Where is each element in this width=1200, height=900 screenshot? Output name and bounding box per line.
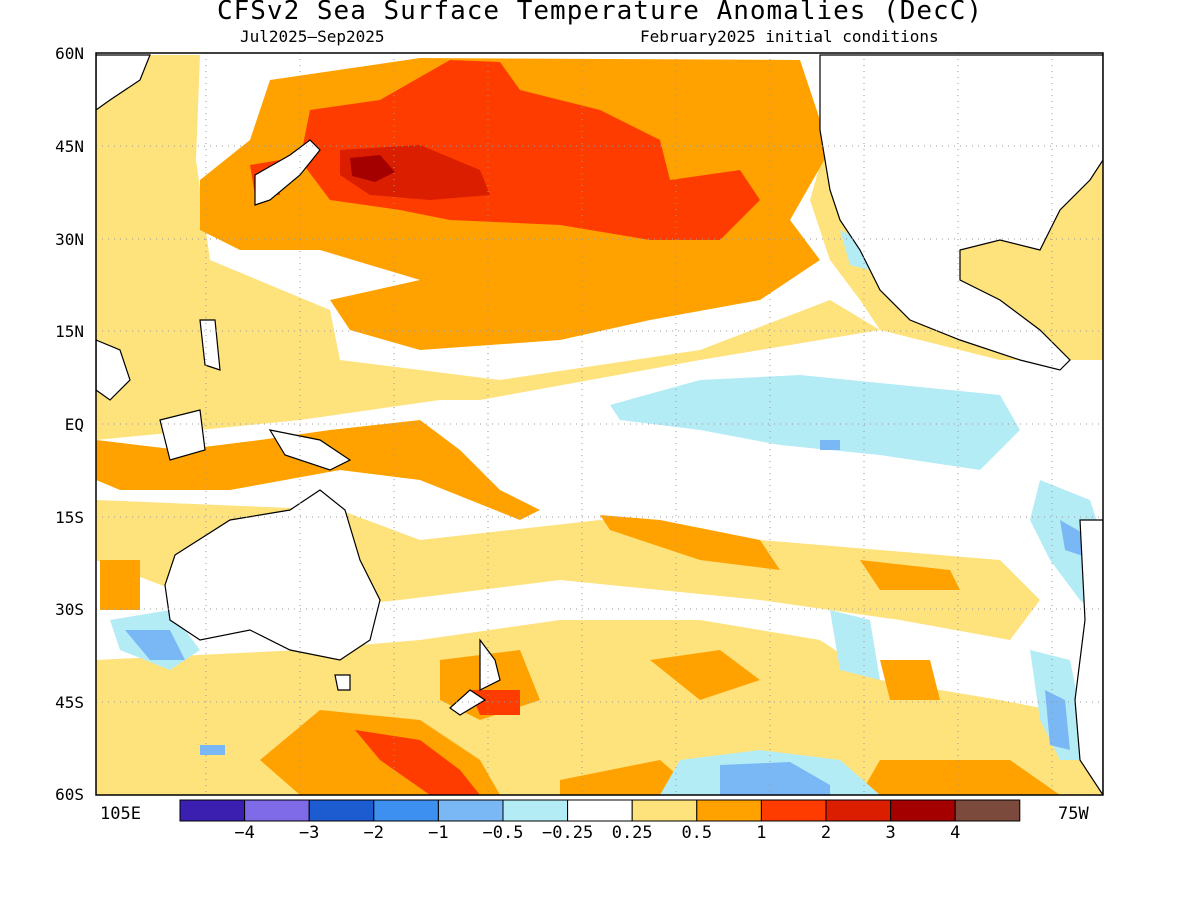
philippines-outline <box>199 319 221 371</box>
colorbar-tick-label: −0.5 <box>482 823 524 843</box>
lat-label-60s: 60S <box>55 785 84 804</box>
colorbar-swatch <box>954 799 1021 822</box>
colorbar-swatch <box>567 799 633 822</box>
lat-label-15s: 15S <box>55 508 84 527</box>
colorbar-tick-label: −2 <box>363 823 385 843</box>
colorbar-tick-label: 1 <box>756 823 767 843</box>
colorbar-tick-label: −1 <box>428 823 449 843</box>
colorbar-tick-label: 0.25 <box>611 823 653 843</box>
anomaly-region-3 <box>350 155 395 182</box>
lat-label-60n: 60N <box>55 44 84 63</box>
colorbar-swatch <box>696 799 762 822</box>
colorbar-swatch <box>373 799 439 822</box>
asia-outline <box>96 54 151 401</box>
japan-outline <box>254 139 321 206</box>
colorbar-tick-label: 0.5 <box>681 823 713 843</box>
tasmania-outline <box>334 674 351 691</box>
anomaly-region-0.5 <box>260 650 1060 795</box>
colorbar-tick-label: −0.25 <box>542 823 594 843</box>
colorbar-swatch <box>502 799 569 822</box>
lat-label-45n: 45N <box>55 137 84 156</box>
colorbar-tick-label: 3 <box>885 823 896 843</box>
new-guinea-outline <box>268 429 352 471</box>
colorbar-tick-label: −3 <box>298 823 320 843</box>
colorbar-swatch <box>890 799 956 822</box>
borneo-outline <box>159 409 206 461</box>
colorbar-swatch <box>244 799 310 822</box>
colorbar-tick-label: −4 <box>234 823 255 843</box>
colorbar-swatch <box>631 799 698 822</box>
colorbar-swatch <box>437 799 504 822</box>
lat-label-30n: 30N <box>55 230 84 249</box>
anomaly-region-0.5 <box>100 515 960 610</box>
graticule <box>96 53 1103 795</box>
north-america-outline <box>819 54 1103 371</box>
lat-label-eq: EQ <box>64 415 84 434</box>
anomaly-region-0.5 <box>96 420 540 520</box>
initial-conditions-label: February2025 initial conditions <box>640 27 939 46</box>
lat-label-30s: 30S <box>55 600 84 619</box>
lon-label-left: 105E <box>100 804 141 824</box>
colorbar-swatch <box>308 799 375 822</box>
colorbar-tick-label: 4 <box>950 823 961 843</box>
map-title: CFSv2 Sea Surface Temperature Anomalies … <box>216 0 984 26</box>
lat-label-45s: 45S <box>55 693 84 712</box>
anomaly-region-neg0.25 <box>110 230 1103 795</box>
colorbar-swatch <box>760 799 827 822</box>
anomaly-region-neg0.25 <box>610 375 1020 470</box>
south-america-outline <box>1074 519 1103 795</box>
colorbar-swatch <box>825 799 892 822</box>
coastlines <box>96 54 1103 795</box>
lon-label-right: 75W <box>1058 804 1089 824</box>
valid-period-label: Jul2025–Sep2025 <box>240 27 385 46</box>
colorbar-swatch <box>179 799 246 822</box>
lat-label-15n: 15N <box>55 322 84 341</box>
plot-frame <box>95 52 1104 796</box>
colorbar <box>179 799 1021 822</box>
colorbar-tick-label: 2 <box>820 823 832 843</box>
